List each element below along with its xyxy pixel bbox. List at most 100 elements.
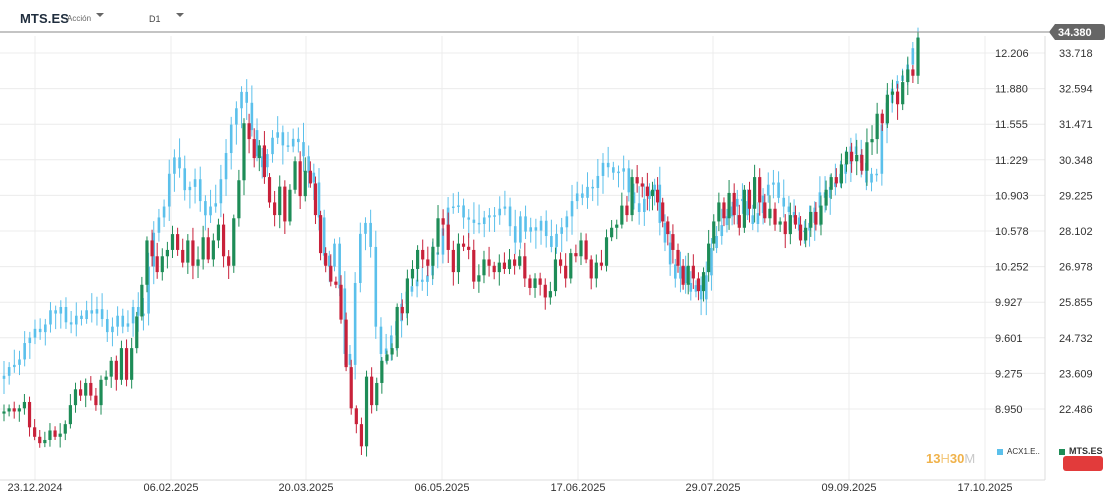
main-candle-body [487, 259, 491, 266]
main-candle-body [533, 278, 537, 288]
main-candle-body [293, 161, 297, 190]
left-axis-tick-label: 9.275 [995, 368, 1023, 380]
symbol-label[interactable]: MTS.ES [20, 11, 69, 26]
main-candle-body [661, 202, 665, 222]
compare-candle-body [348, 353, 352, 365]
compare-candle-body [167, 173, 171, 207]
main-candle-body [324, 253, 328, 266]
instrument-type-label: Acción [67, 14, 92, 23]
compare-candle-body [508, 206, 512, 227]
compare-candle-body [643, 198, 646, 212]
right-axis-tick-label: 28.102 [1059, 226, 1093, 238]
compare-candle-body [13, 364, 16, 368]
candle-countdown-timer: 13H30M [926, 451, 975, 466]
compare-candle-body [710, 248, 713, 276]
main-candle-body [655, 189, 660, 203]
legend-label-main: MTS.ES [1069, 446, 1103, 456]
compare-candle-body [699, 285, 703, 300]
left-axis-tick-label: 11.229 [995, 155, 1028, 167]
x-axis-date-label: 06.05.2025 [414, 482, 469, 494]
compare-candle-body [126, 323, 130, 327]
main-candle-body [395, 306, 399, 349]
compare-candle-body [255, 130, 259, 157]
main-candle-body [707, 243, 711, 273]
compare-candle-body [105, 319, 109, 333]
compare-candle-body [694, 285, 698, 292]
compare-candle-body [622, 168, 625, 172]
main-candle-body [114, 360, 118, 380]
compare-candle-body [653, 184, 656, 192]
compare-candle-body [178, 157, 181, 169]
compare-candle-body [317, 182, 321, 218]
compare-candle-body [297, 138, 300, 143]
main-candle-body [875, 113, 879, 140]
compare-candle-body [865, 162, 868, 183]
compare-candle-body [570, 201, 574, 217]
interval-dropdown-icon[interactable] [176, 13, 184, 17]
main-candle-body [666, 221, 670, 235]
main-candle-body [615, 224, 619, 228]
main-candle-body [375, 382, 379, 406]
main-candle-body [630, 177, 634, 216]
compare-candle-body [854, 146, 858, 155]
compare-candle-body [322, 217, 326, 256]
main-candle-body [676, 249, 680, 266]
main-candle-body [232, 218, 236, 266]
legend-item-compare[interactable]: ACX1.E.. [997, 447, 1040, 456]
compare-candle-body [116, 315, 119, 327]
main-candle-body [553, 259, 558, 292]
last-price-line: 34.380 [0, 24, 1105, 41]
main-candle-body [625, 205, 629, 216]
main-series-mts [2, 31, 920, 457]
main-candle-body [364, 376, 369, 447]
compare-candle-body [828, 186, 832, 198]
compare-candle-body [498, 208, 502, 216]
compare-candle-body [513, 226, 517, 243]
legend-label-compare: ACX1.E.. [1007, 447, 1040, 456]
timer-hours: 13 [926, 451, 941, 466]
main-candle-body [574, 253, 578, 257]
compare-candle-body [33, 328, 37, 338]
compare-candle-body [379, 326, 383, 354]
main-candle-body [727, 192, 731, 219]
compare-candle-body [560, 227, 563, 234]
compare-candle-body [307, 156, 310, 173]
compare-candle-body [286, 145, 290, 147]
main-candle-body [768, 208, 772, 219]
main-candle-body [53, 430, 57, 437]
main-candle-body [839, 164, 844, 184]
compare-candle-body [679, 266, 682, 279]
compare-candle-body [555, 233, 558, 247]
main-candle-body [334, 281, 338, 285]
main-candle-body [671, 234, 675, 250]
main-candle-body [809, 211, 813, 228]
main-candle-body [206, 237, 210, 260]
chart-toolbar: MTS.ES Acción D1 [0, 0, 1119, 34]
compare-candle-body [720, 225, 724, 237]
compare-candle-body [870, 173, 873, 183]
compare-series-acx [2, 27, 920, 394]
main-candle-body [829, 177, 833, 190]
main-candle-body [33, 427, 37, 437]
main-candle-body [181, 249, 185, 263]
compare-candle-body [209, 206, 212, 216]
interval-label[interactable]: D1 [149, 14, 161, 24]
main-candle-body [747, 189, 752, 209]
legend-swatch-compare [997, 448, 1003, 455]
compare-candle-body [59, 307, 63, 314]
compare-candle-body [80, 315, 83, 320]
compare-candle-body [374, 246, 378, 327]
compare-candle-body [240, 91, 243, 109]
legend-item-main[interactable]: MTS.ES [1059, 446, 1103, 456]
main-candle-body [737, 215, 741, 228]
compare-candle-body [312, 172, 316, 183]
main-candle-body [911, 69, 915, 76]
compare-candle-body [730, 206, 734, 217]
symbol-dropdown-icon[interactable] [96, 13, 104, 17]
main-candle-body [763, 202, 767, 219]
compare-candle-body [612, 167, 615, 173]
compare-candle-body [369, 222, 372, 247]
compare-candle-body [157, 217, 161, 233]
compare-candle-body [766, 184, 770, 196]
